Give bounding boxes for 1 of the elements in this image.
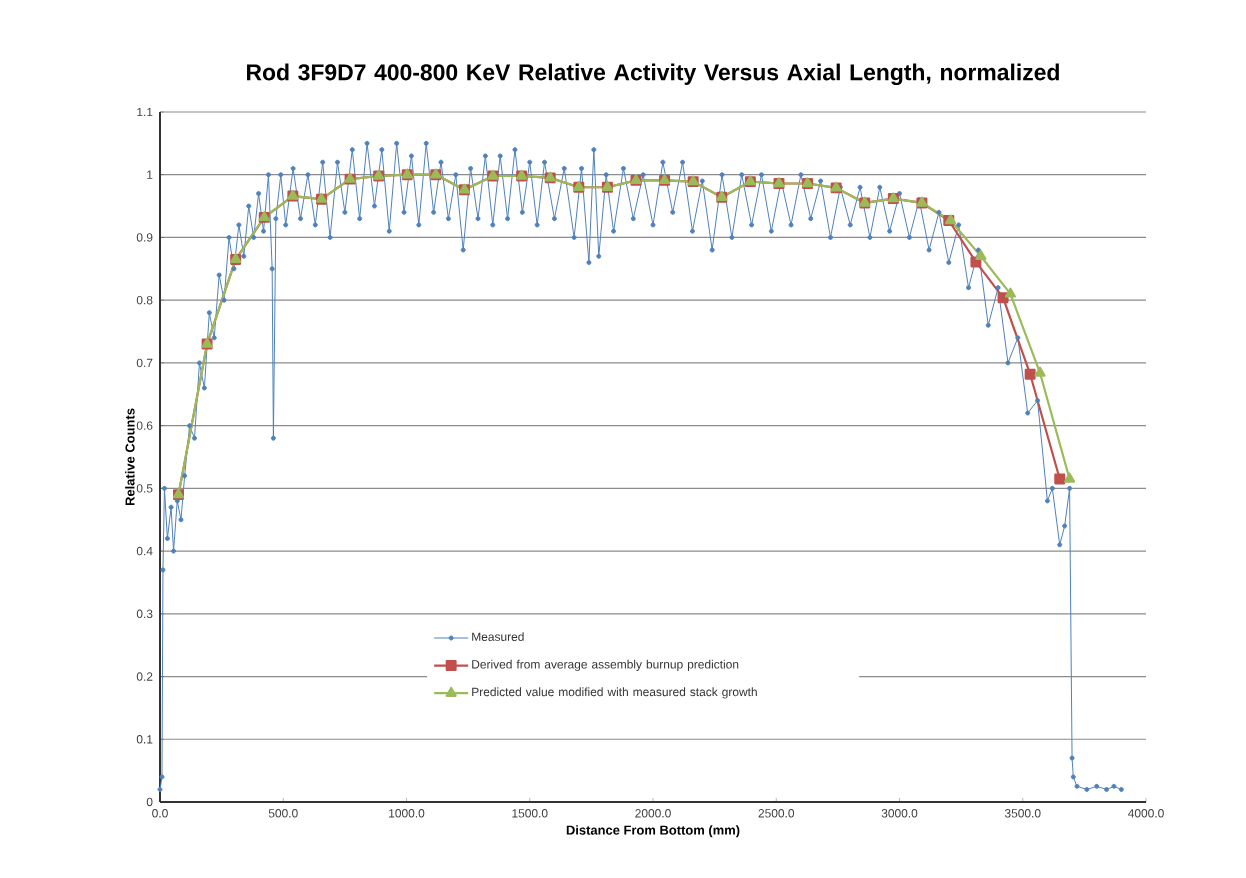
chart-title: Rod 3F9D7 400-800 KeV Relative Activity Versus Axial Length, normalized bbox=[247, 63, 1059, 86]
